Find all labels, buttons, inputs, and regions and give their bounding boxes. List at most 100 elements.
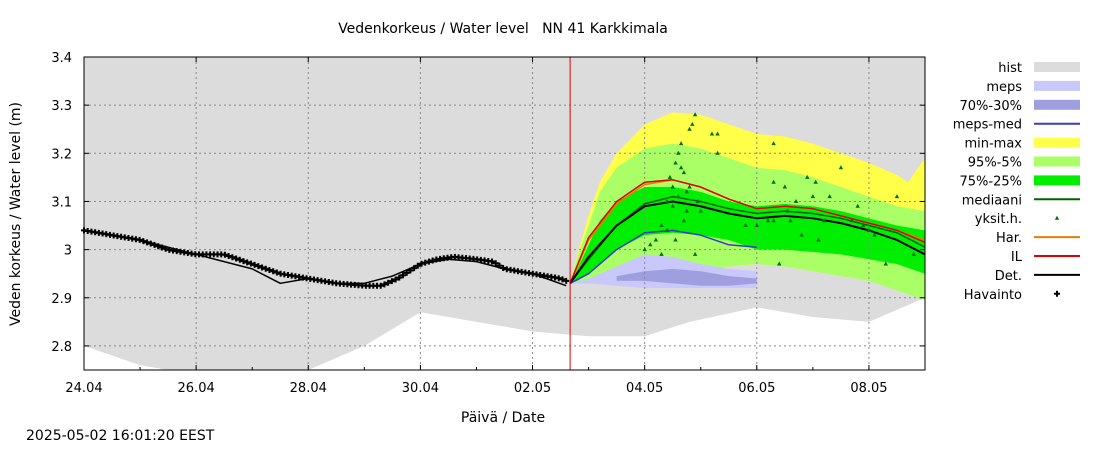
observation-point [147,240,154,247]
legend-swatch-meps7030 [1034,99,1080,110]
yksit-point [670,184,675,189]
yksit-point [861,223,866,228]
band-75-25 [570,187,925,284]
series-il [569,179,926,284]
legend-label-mediaani: mediaani [962,193,1022,208]
x-tick-label: 30.04 [402,381,439,396]
x-tick-label: 08.05 [850,381,887,396]
yksit-point [659,223,664,228]
observation-point [270,268,277,275]
observation-point [155,243,162,250]
y-tick-label: 3.4 [51,51,72,66]
yksit-point [911,251,916,256]
legend-swatch-p955 [1034,156,1080,167]
legend-label-il: IL [1011,250,1023,265]
chart-title: Vedenkorkeus / Water level NN 41 Karkkim… [338,21,668,37]
timestamp: 2025-05-02 16:01:20 EEST [26,428,215,444]
yksit-point [777,261,782,266]
x-tick-label: 06.05 [738,381,775,396]
y-tick-label: 3.2 [51,147,72,162]
yksit-point [648,242,653,247]
observation-point [488,258,495,265]
y-tick-label: 3 [64,244,72,259]
yksit-point [872,232,877,237]
yksit-point [771,179,776,184]
x-tick-label: 02.05 [514,381,551,396]
observation-point [255,263,262,270]
observation-point [392,276,399,283]
yksit-point [681,218,687,223]
observation-point [496,262,503,269]
observation-point [262,265,269,272]
yksit-point [698,208,703,213]
legend-label-meps7030: 70%-30% [960,99,1022,114]
y-tick-label: 3.3 [51,99,72,114]
yksit-point [849,218,855,223]
series-meps-med [569,229,757,284]
x-tick-label: 28.04 [290,381,327,396]
yksit-point [684,208,689,213]
yksit-point [743,223,748,228]
observation-point [273,269,280,276]
observation-point [144,239,151,246]
legend-label-yksit: yksit.h. [975,212,1022,227]
legend-label-havainto: Havainto [964,288,1022,303]
yksit-point [793,198,799,203]
yksit-point [838,165,844,170]
observation-point [236,256,243,263]
yksit-point [684,189,689,194]
legend-label-hist: hist [998,61,1022,76]
x-axis-label: Päivä / Date [461,410,545,426]
yksit-point [785,208,790,213]
legend-label-p955: 95%-5% [968,156,1022,171]
yksit-point [827,194,832,199]
observation-point [377,282,384,289]
observation-point [247,260,254,267]
y-tick-label: 2.8 [51,340,72,355]
yksit-point [678,165,684,170]
observation-point [385,279,392,286]
legend-label-p7525: 75%-25% [960,174,1022,189]
yksit-point [687,126,692,131]
legend-label-har: Har. [996,231,1022,246]
yksit-point [813,179,818,184]
yksit-point [715,131,720,136]
yksit-point [709,131,715,136]
observation-point [555,275,562,282]
observation-point [492,260,499,267]
yksit-point [692,112,698,117]
yksit-point [664,227,670,232]
observation-point [240,258,247,265]
observation-point [221,251,228,258]
yksit-point [894,194,900,199]
observation-point [559,276,566,283]
observation-point [422,259,429,266]
legend-swatch-havainto [1054,290,1060,297]
observation-point [266,266,273,273]
yksit-point [690,121,695,126]
legend-label-mepsmed: meps-med [953,118,1022,133]
yksit-point [866,227,872,232]
observation-point [229,254,236,261]
legend-label-minmax: min-max [964,137,1022,152]
yksit-point [810,194,816,199]
observation-point [403,269,410,276]
yksit-point [883,261,888,266]
yksit-point [678,141,684,146]
y-tick-label: 3.1 [51,195,72,210]
observation-point [140,238,147,245]
yksit-point [642,247,647,252]
yksit-point [782,184,788,189]
legend: hist meps 70%-30% meps-med min-max 95%-5% 75%-… [953,61,1080,303]
yksit-point [771,141,776,146]
yksit-point [670,203,675,208]
yksit-point [805,174,810,179]
yksit-point [673,160,678,165]
yksit-point [681,170,687,175]
legend-swatch-minmax [1034,137,1080,148]
observation-point [407,267,414,274]
plot-border [83,56,926,371]
yksit-point [788,218,793,223]
observation-point [425,258,432,265]
